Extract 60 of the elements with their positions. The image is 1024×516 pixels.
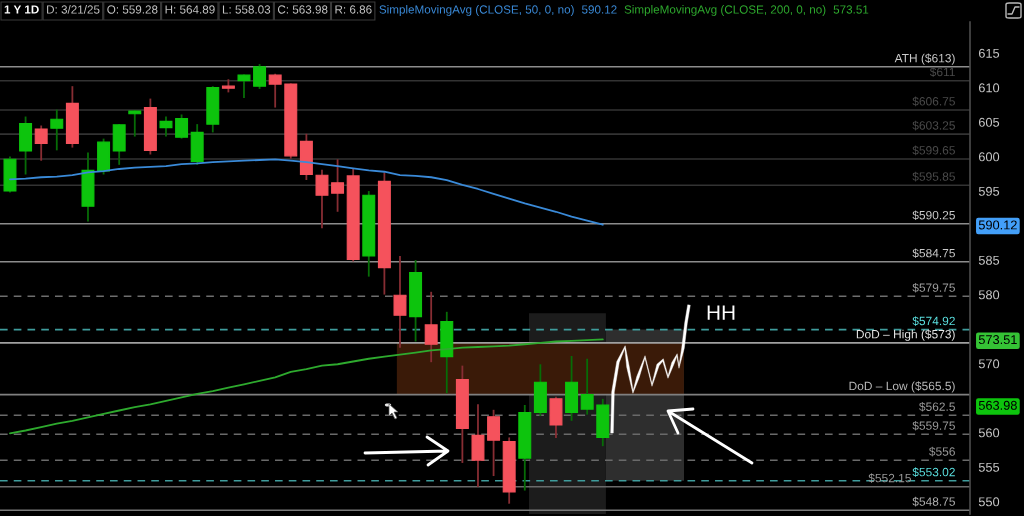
y-tick-label: 555 (978, 462, 1000, 472)
y-tick-label: 590.12 (978, 220, 1017, 230)
y-tick-label: 570 (978, 359, 1000, 369)
ref-line-label: $599.65 (912, 145, 955, 156)
ref-line-label: DoD – Low ($565.5) (849, 381, 955, 393)
text: SimpleMovingAvg (CLOSE, 50, 0, no) (379, 5, 574, 16)
text: SimpleMovingAvg (CLOSE, 200, 0, no) (624, 5, 826, 16)
y-tick-label: 605 (978, 117, 1000, 127)
ref-line-label: $584.75 (912, 248, 955, 259)
text: L: 558.03 (222, 5, 271, 14)
candlestick (487, 408, 501, 477)
candlestick (34, 124, 48, 162)
candlestick (580, 357, 594, 416)
candlestick (315, 168, 329, 230)
candlestick (237, 73, 251, 99)
line-series (9, 158, 604, 226)
candlestick (253, 63, 267, 90)
text: D: 3/21/25 (47, 5, 100, 14)
y-tick-label: 563.98 (978, 400, 1017, 410)
ref-line-label: $559.75 (912, 420, 955, 431)
text: 573.51 (833, 5, 869, 14)
line-series (9, 338, 604, 435)
ref-line-label: DoD – High ($573) (856, 329, 955, 341)
candlestick (393, 255, 407, 349)
ref-line-label: $574.92 (912, 316, 955, 326)
chart-title: 1 Y 1D (4, 5, 39, 14)
y-tick-label: 585 (978, 255, 1000, 265)
text: H: 564.89 (165, 5, 215, 14)
ref-line-label: $548.75 (912, 496, 955, 507)
candlestick (424, 290, 438, 364)
ref-line-label: $579.75 (912, 282, 955, 293)
y-tick-label: 600 (978, 152, 1000, 162)
y-tick-label: 573.51 (978, 335, 1017, 345)
ref-line-label: $606.75 (912, 96, 955, 107)
ref-line-label: $590.25 (912, 210, 955, 221)
y-tick-label: 560 (978, 428, 1000, 438)
ref-line-label: $553.02 (912, 467, 955, 478)
candlestick (159, 115, 173, 138)
y-tick-label: 580 (978, 290, 1000, 300)
candlestick (331, 158, 345, 213)
ref-line-label: $603.25 (912, 120, 955, 131)
annotation: HH (707, 305, 735, 320)
candlestick (50, 108, 64, 152)
candlestick (128, 109, 142, 138)
y-tick-label: 550 (978, 497, 1000, 507)
y-tick-label: 595 (978, 186, 1000, 196)
ref-line-label: $562.5 (919, 401, 955, 412)
y-tick-label: 610 (978, 83, 1000, 93)
ref-line-label: $552.15 (868, 473, 911, 484)
y-tick-label: 615 (978, 48, 1000, 58)
ref-line-label: ATH ($613) (894, 53, 955, 65)
text: O: 559.28 (107, 5, 158, 14)
text: C: 563.98 (277, 5, 328, 14)
text: R: 6.86 (335, 5, 372, 14)
text: 590.12 (581, 5, 617, 14)
ref-line-label: $611 (929, 67, 955, 77)
ref-line-label: $595.85 (912, 171, 955, 182)
candlestick (175, 113, 189, 140)
candlestick (268, 72, 282, 109)
ref-line-label: $556 (929, 446, 955, 457)
